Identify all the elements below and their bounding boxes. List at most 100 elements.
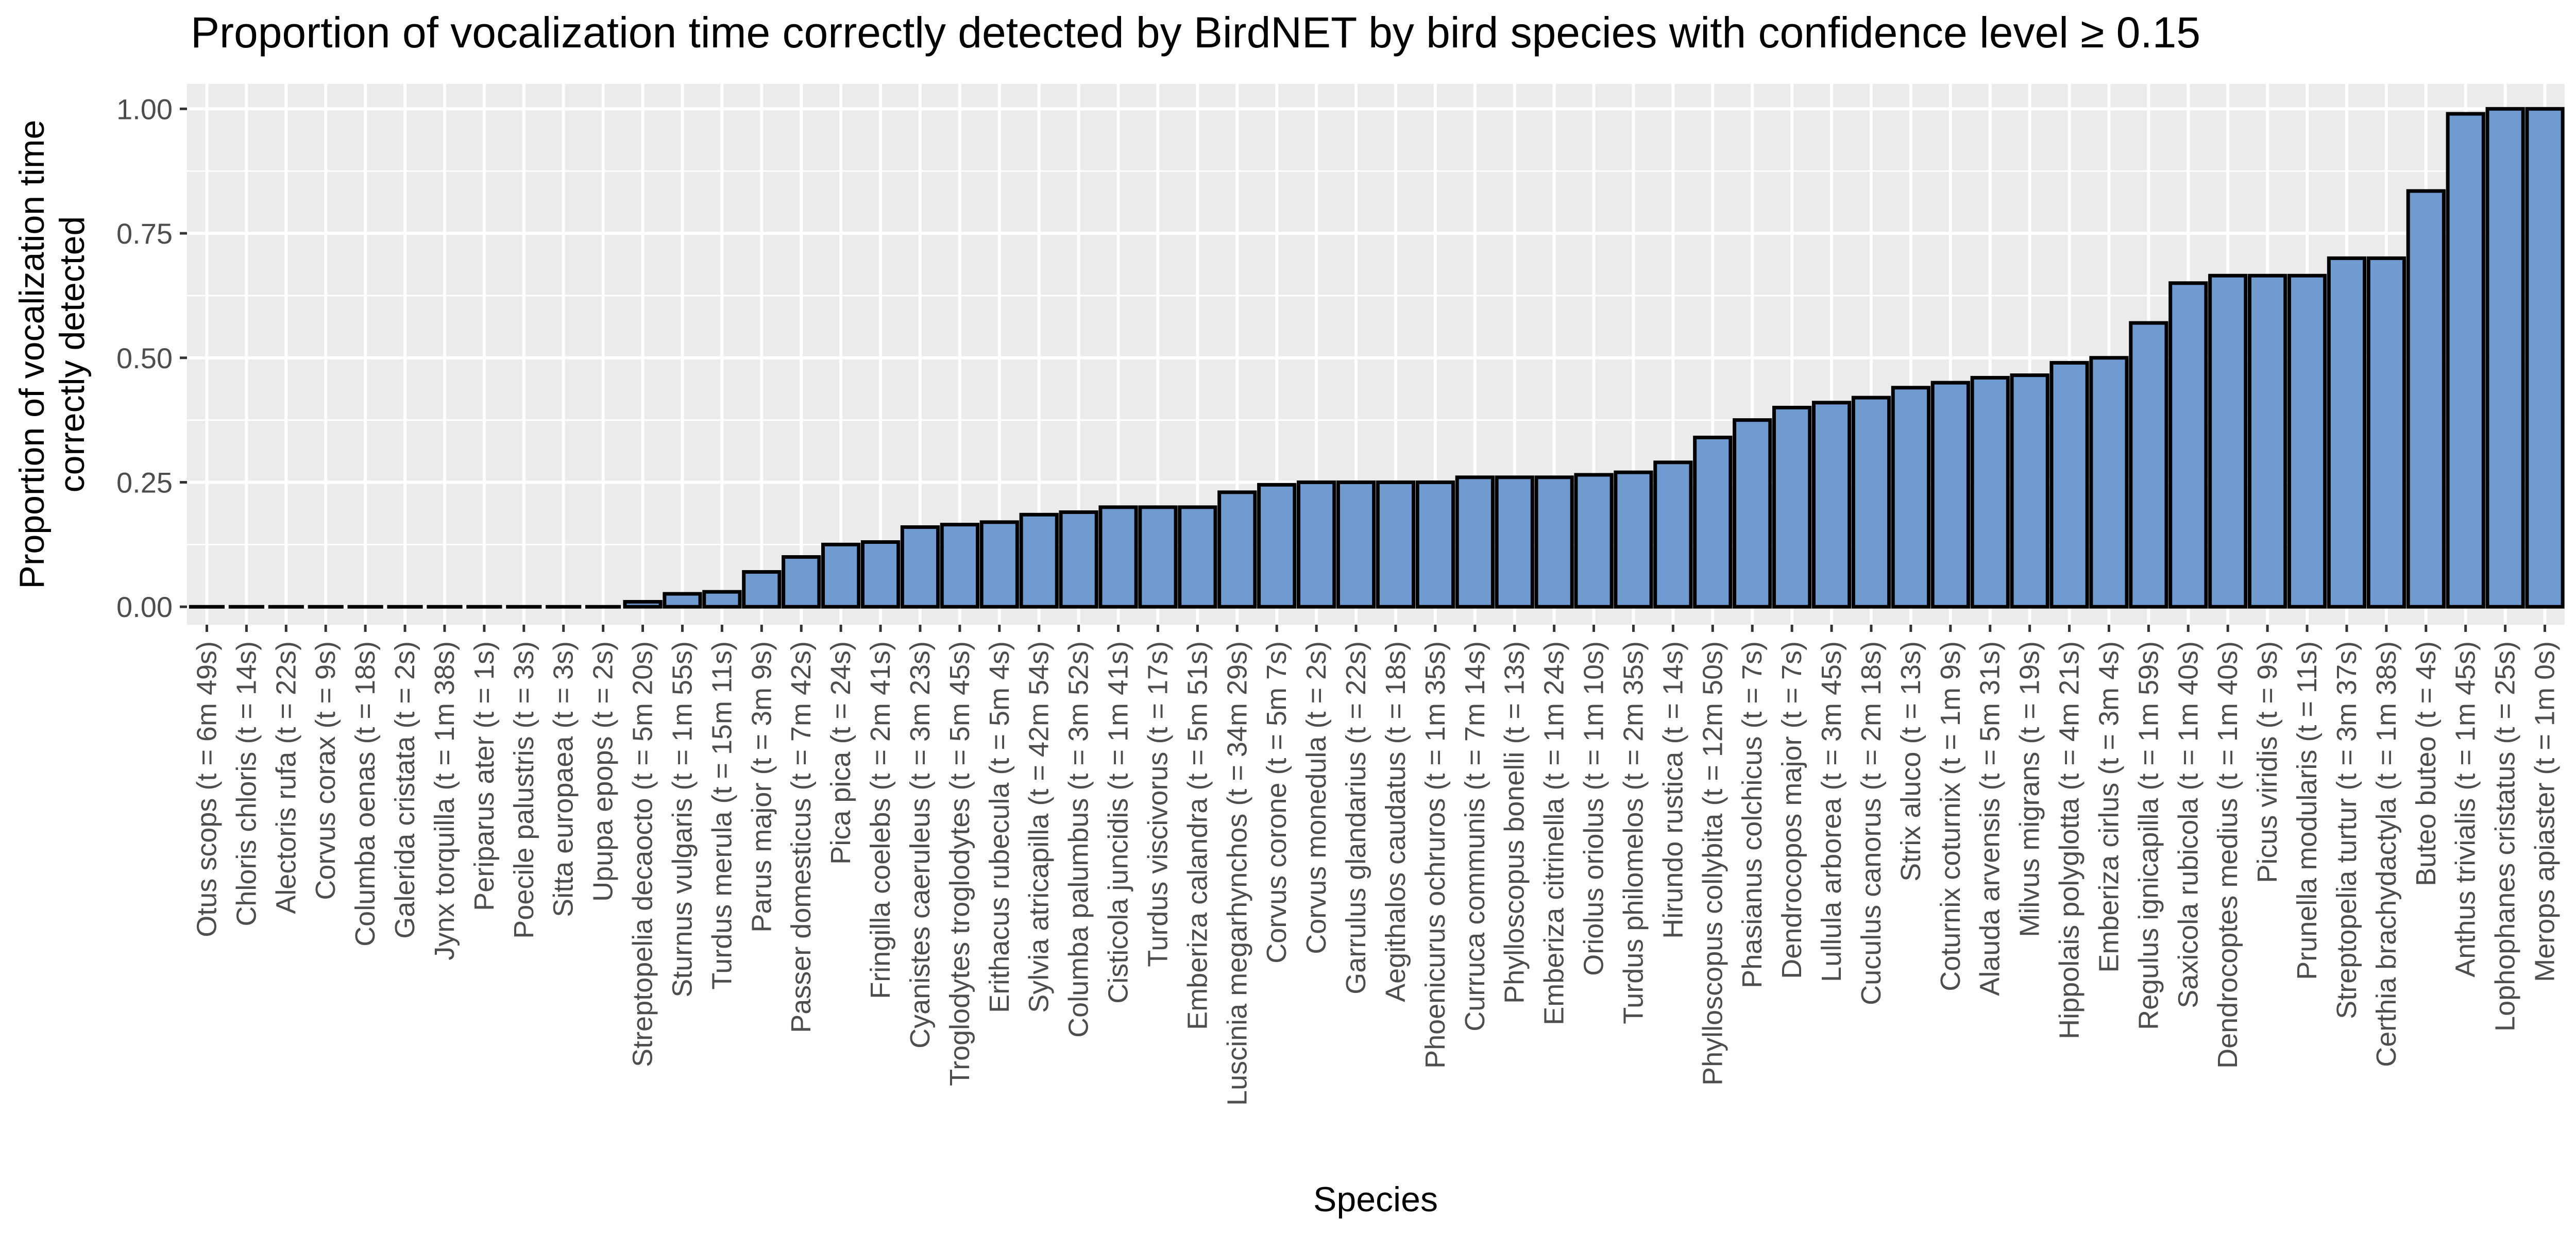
bar [1217, 490, 1257, 609]
y-tick-label: 0.75 [116, 217, 173, 250]
x-tick-label: Corvus corax (t = 9s) [310, 641, 341, 900]
x-tick-label: Garrulus glandarius (t = 22s) [1341, 641, 1371, 994]
x-tick-label: Coturnix coturnix (t = 1m 9s) [1935, 641, 1966, 991]
x-tick-label: Phylloscopus bonelli (t = 13s) [1499, 641, 1530, 1004]
bar [860, 540, 901, 609]
y-tick-label: 0.00 [116, 591, 173, 623]
x-tick-label: Emberiza cirlus (t = 3m 4s) [2093, 641, 2124, 973]
y-tick-label: 1.00 [116, 93, 173, 125]
y-axis-ticks: 0.00 0.25 0.50 0.75 1.00 [116, 93, 187, 623]
x-tick-label: Merops apiaster (t = 1m 0s) [2530, 641, 2561, 982]
x-tick-label: Phasianus colchicus (t = 7s) [1737, 641, 1768, 988]
x-tick-label: Otus scops (t = 6m 49s) [191, 641, 222, 937]
bar [1455, 475, 1495, 609]
x-tick-label: Corvus monedula (t = 2s) [1301, 641, 1332, 954]
x-tick-label: Prunella modularis (t = 11s) [2292, 641, 2323, 980]
y-axis-title-line-2: correctly detected [53, 216, 92, 493]
bar [1376, 480, 1416, 609]
bar [1098, 505, 1138, 609]
x-tick-label: Lullula arborea (t = 3m 45s) [1816, 641, 1847, 982]
bar [2485, 107, 2525, 609]
bar [2406, 189, 2446, 609]
bar [900, 525, 940, 609]
x-tick-label: Parus major (t = 3m 9s) [746, 641, 777, 933]
x-axis-ticks: Otus scops (t = 6m 49s) Chloris chloris (… [191, 625, 2561, 1106]
x-tick-label: Passer domesticus (t = 7m 42s) [786, 641, 817, 1033]
x-tick-label: Chloris chloris (t = 14s) [231, 641, 262, 926]
bar [2168, 281, 2208, 609]
bar [1574, 473, 1614, 609]
x-tick-label: Oriolus oriolus (t = 1m 10s) [1579, 641, 1609, 976]
bar [1653, 460, 1693, 609]
bar [2248, 273, 2287, 609]
y-axis-title: Proportion of vocalization time correctl… [12, 120, 92, 589]
x-tick-label: Saxicola rubicola (t = 1m 40s) [2173, 641, 2204, 1008]
x-tick-label: Certhia brachydactyla (t = 1m 38s) [2371, 641, 2402, 1067]
bar [821, 542, 861, 609]
x-tick-label: Erithacus rubecula (t = 5m 4s) [984, 641, 1015, 1013]
x-tick-label: Lophophanes cristatus (t = 25s) [2490, 641, 2521, 1032]
x-tick-label: Alectoris rufa (t = 22s) [270, 641, 301, 914]
bar [2010, 373, 2049, 609]
x-tick-label: Phoenicurus ochruros (t = 1m 35s) [1420, 641, 1451, 1069]
x-tick-label: Emberiza calandra (t = 5m 51s) [1182, 641, 1213, 1030]
x-tick-label: Curruca communis (t = 7m 14s) [1460, 641, 1490, 1032]
x-tick-label: Sitta europaea (t = 3s) [548, 641, 579, 917]
bar [1415, 480, 1455, 609]
x-tick-label: Poecile palustris (t = 3s) [509, 641, 539, 939]
y-axis-title-line-1: Proportion of vocalization time [12, 120, 52, 589]
x-tick-label: Emberiza citrinella (t = 1m 24s) [1539, 641, 1570, 1025]
x-tick-label: Cuculus canorus (t = 2m 18s) [1856, 641, 1887, 1005]
bar [742, 570, 782, 609]
x-tick-label: Streptopelia turtur (t = 3m 37s) [2331, 641, 2362, 1019]
x-tick-label: Dendrocopos major (t = 7s) [1776, 641, 1807, 979]
bar [782, 555, 821, 609]
x-tick-label: Corvus corone (t = 5m 7s) [1261, 641, 1292, 964]
x-tick-label: Sturnus vulgaris (t = 1m 55s) [667, 641, 698, 998]
bar [1772, 405, 1812, 609]
bar [1693, 435, 1733, 609]
y-tick-label: 0.25 [116, 466, 173, 499]
bar [2129, 321, 2168, 609]
y-tick-label: 0.50 [116, 342, 173, 374]
bar [1970, 375, 2010, 609]
x-tick-label: Turdus philomelos (t = 2m 35s) [1618, 641, 1649, 1024]
x-tick-label: Pica pica (t = 24s) [825, 641, 856, 865]
bar [2327, 256, 2367, 609]
bar [623, 600, 663, 609]
bar [702, 590, 742, 609]
x-tick-label: Aegithalos caudatus (t = 18s) [1380, 641, 1411, 1002]
bar [2089, 356, 2129, 609]
x-tick-label: Phylloscopus collybita (t = 12m 50s) [1697, 641, 1728, 1086]
bar [2287, 273, 2327, 609]
bar [940, 523, 979, 609]
bar [1257, 483, 1297, 609]
bar [1733, 418, 1772, 609]
x-tick-label: Turdus viscivorus (t = 17s) [1142, 641, 1173, 967]
x-tick-label: Regulus ignicapilla (t = 1m 59s) [2133, 641, 2164, 1030]
x-tick-label: Luscinia megarhynchos (t = 34m 29s) [1222, 641, 1252, 1106]
x-tick-label: Jynx torquilla (t = 1m 38s) [429, 641, 460, 960]
bar [1811, 401, 1852, 609]
x-tick-label: Galerida cristata (t = 2s) [389, 641, 420, 939]
bar [2366, 256, 2406, 609]
bar [1534, 475, 1574, 609]
x-tick-label: Strix aluco (t = 13s) [1895, 641, 1926, 882]
bar [1891, 386, 1930, 609]
x-tick-label: Columba palumbus (t = 3m 52s) [1063, 641, 1094, 1038]
x-tick-label: Picus viridis (t = 9s) [2252, 641, 2283, 883]
x-tick-label: Fringilla coelebs (t = 2m 41s) [865, 641, 896, 999]
bar [1297, 480, 1336, 609]
bar [2208, 273, 2248, 609]
bar [2049, 360, 2089, 609]
x-tick-label: Periparus ater (t = 1s) [469, 641, 500, 911]
bar [979, 520, 1019, 609]
x-tick-label: Streptopelia decaocto (t = 5m 20s) [628, 641, 658, 1067]
bar [1178, 505, 1217, 609]
x-tick-label: Milvus migrans (t = 19s) [2014, 641, 2045, 937]
x-tick-label: Buteo buteo (t = 4s) [2411, 641, 2442, 886]
x-tick-label: Sylvia atricapilla (t = 42m 54s) [1024, 641, 1055, 1013]
bar [1138, 505, 1178, 609]
plot-panel [187, 84, 2565, 625]
